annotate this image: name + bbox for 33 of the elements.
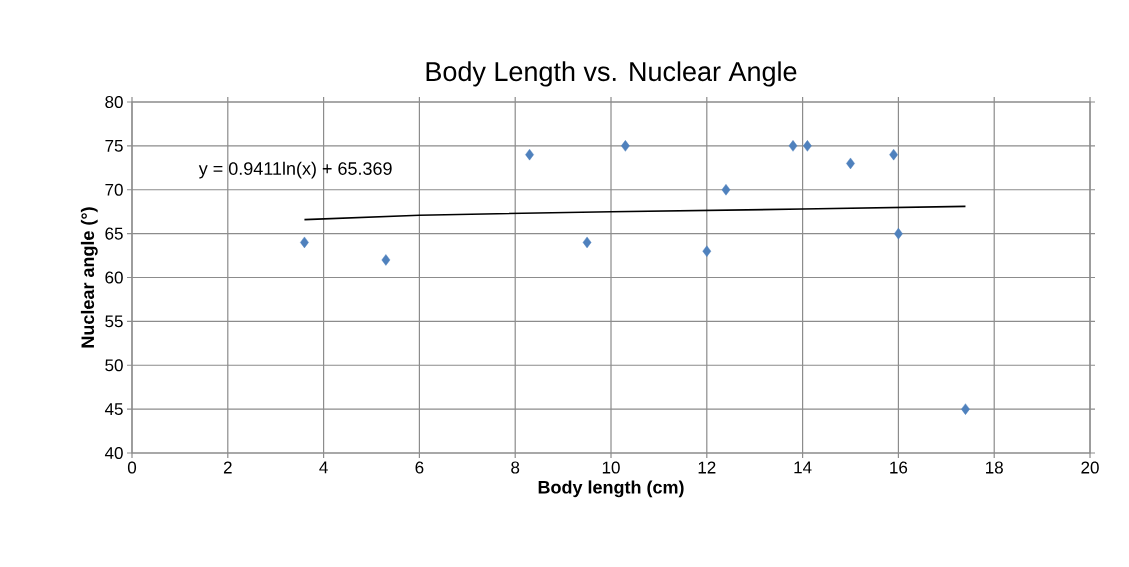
y-tick-label: 55 — [105, 315, 123, 328]
point — [788, 140, 798, 152]
x-tick-label: 2 — [223, 461, 232, 474]
point — [582, 236, 592, 249]
x-axis-title: Body length (cm) — [538, 480, 684, 498]
y-tick-label: 40 — [104, 446, 123, 460]
point — [621, 140, 630, 152]
x-tick-label: 6 — [415, 461, 424, 474]
chart-title: Body Length vs. Nuclear Angle — [426, 61, 797, 87]
x-tick-label: 16 — [890, 461, 908, 474]
y-tick-label: 70 — [105, 183, 123, 196]
y-tick-label: 80 — [105, 95, 123, 109]
x-tick-label: 14 — [794, 461, 812, 474]
point — [803, 140, 812, 152]
point — [961, 403, 970, 415]
x-tick-label: 0 — [127, 461, 137, 474]
y-tick-label: 45 — [104, 403, 123, 416]
point — [721, 184, 731, 196]
x-tick-label: 10 — [602, 461, 620, 474]
y-tick-label: 75 — [105, 139, 123, 152]
x-tick-label: 8 — [511, 461, 520, 474]
y-axis-title: Nuclear angle (°) — [80, 207, 98, 348]
point — [702, 245, 712, 257]
x-tick-label: 20 — [1081, 461, 1099, 474]
x-tick-label: 4 — [319, 461, 328, 474]
point — [381, 254, 391, 266]
x-tick-label: 12 — [698, 461, 716, 474]
annotation: y = 0.9411ln(x) + 65.369 — [198, 161, 392, 179]
line-series — [303, 205, 967, 221]
y-tick-label: 65 — [105, 227, 123, 240]
y-tick-label: 60 — [105, 271, 123, 284]
y-tick-label: 50 — [105, 359, 123, 372]
x-tick-label: 18 — [986, 461, 1003, 474]
